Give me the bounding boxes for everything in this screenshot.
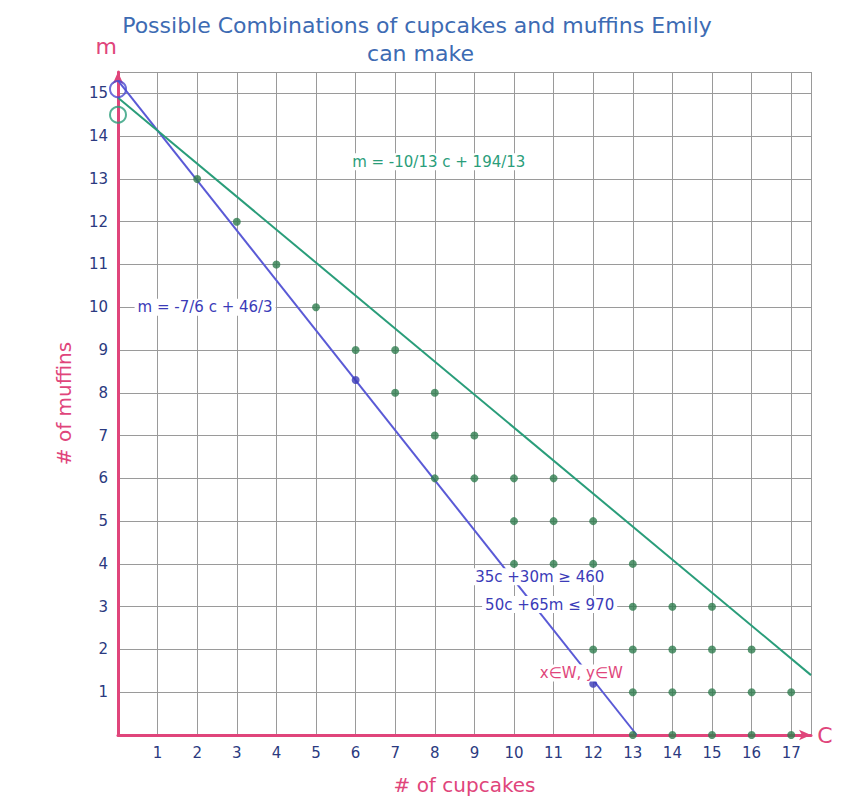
- svg-text:9: 9: [98, 341, 108, 359]
- svg-text:10: 10: [89, 298, 108, 316]
- svg-text:14: 14: [663, 744, 682, 762]
- svg-text:50c +65m ≤ 970: 50c +65m ≤ 970: [485, 596, 614, 614]
- svg-text:9: 9: [470, 744, 480, 762]
- svg-text:1: 1: [153, 744, 163, 762]
- svg-text:5: 5: [311, 744, 321, 762]
- svg-text:35c +30m ≥ 460: 35c +30m ≥ 460: [475, 568, 604, 586]
- svg-text:can make: can make: [367, 41, 474, 66]
- svg-text:m: m: [95, 34, 116, 59]
- svg-text:# of muffins: # of muffins: [52, 342, 76, 465]
- svg-text:6: 6: [351, 744, 361, 762]
- svg-text:m = -7/6 c + 46/3: m = -7/6 c + 46/3: [138, 298, 273, 316]
- svg-text:# of cupcakes: # of cupcakes: [394, 773, 536, 797]
- svg-text:12: 12: [89, 213, 108, 231]
- svg-text:C: C: [817, 723, 832, 748]
- svg-text:6: 6: [98, 469, 108, 487]
- svg-text:7: 7: [98, 427, 108, 445]
- svg-text:m = -10/13 c + 194/13: m = -10/13 c + 194/13: [352, 153, 525, 171]
- svg-text:13: 13: [623, 744, 642, 762]
- svg-text:11: 11: [89, 255, 108, 273]
- svg-text:14: 14: [89, 127, 108, 145]
- svg-text:5: 5: [98, 512, 108, 530]
- svg-text:13: 13: [89, 170, 108, 188]
- svg-text:8: 8: [98, 384, 108, 402]
- svg-text:3: 3: [98, 598, 108, 616]
- svg-text:4: 4: [98, 555, 108, 573]
- svg-text:7: 7: [390, 744, 400, 762]
- svg-text:Possible Combinations of cupca: Possible Combinations of cupcakes and mu…: [122, 13, 719, 38]
- svg-text:2: 2: [192, 744, 202, 762]
- svg-text:x∈W, y∈W: x∈W, y∈W: [540, 664, 623, 682]
- svg-text:11: 11: [544, 744, 563, 762]
- svg-text:2: 2: [98, 640, 108, 658]
- svg-text:10: 10: [504, 744, 523, 762]
- svg-text:8: 8: [430, 744, 440, 762]
- svg-text:1: 1: [98, 683, 108, 701]
- svg-text:15: 15: [89, 84, 108, 102]
- svg-text:16: 16: [742, 744, 761, 762]
- svg-text:4: 4: [272, 744, 282, 762]
- svg-text:17: 17: [782, 744, 801, 762]
- svg-text:3: 3: [232, 744, 242, 762]
- svg-text:15: 15: [702, 744, 721, 762]
- svg-text:12: 12: [584, 744, 603, 762]
